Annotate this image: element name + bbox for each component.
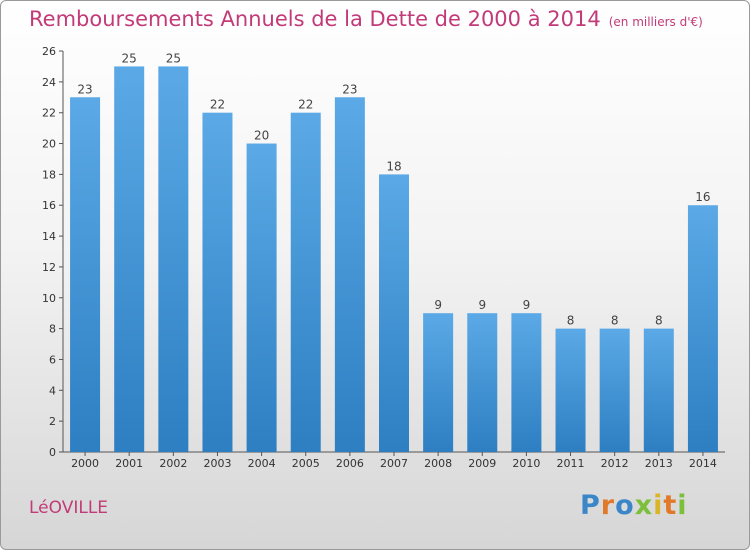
y-tick-label: 6 [49, 353, 56, 366]
bar-value-label: 8 [611, 314, 619, 328]
y-tick-label: 12 [42, 261, 56, 274]
bar-value-label: 22 [298, 98, 313, 112]
bar-2011 [555, 328, 586, 452]
y-tick-label: 0 [49, 446, 56, 459]
bar-value-label: 9 [434, 298, 442, 312]
x-tick-label: 2011 [557, 457, 585, 470]
bar-2000 [70, 97, 101, 453]
bar-value-label: 23 [77, 82, 92, 96]
chart-title-text: Remboursements Annuels de la Dette de 20… [29, 7, 601, 31]
x-tick-label: 2007 [380, 457, 408, 470]
y-tick-label: 14 [42, 230, 56, 243]
y-tick-label: 20 [42, 138, 56, 151]
bar-2013 [643, 328, 674, 452]
bar-2006 [334, 97, 365, 453]
bar-value-label: 8 [567, 314, 575, 328]
x-tick-label: 2009 [468, 457, 496, 470]
x-tick-label: 2002 [159, 457, 187, 470]
x-tick-label: 2013 [645, 457, 673, 470]
bar-2004 [246, 143, 277, 453]
x-tick-label: 2008 [424, 457, 452, 470]
chart-title: Remboursements Annuels de la Dette de 20… [29, 7, 703, 31]
x-tick-label: 2001 [115, 457, 143, 470]
bar-value-label: 18 [386, 159, 401, 173]
y-tick-label: 4 [49, 384, 56, 397]
bar-2005 [290, 112, 321, 452]
bar-value-label: 20 [254, 129, 269, 143]
bar-value-label: 8 [655, 314, 663, 328]
bar-value-label: 22 [210, 98, 225, 112]
x-tick-label: 2003 [203, 457, 231, 470]
bar-2007 [379, 174, 409, 452]
y-tick-label: 26 [42, 45, 56, 58]
bar-2012 [599, 328, 630, 452]
x-tick-label: 2004 [248, 457, 276, 470]
y-tick-label: 16 [42, 199, 56, 212]
bar-2003 [202, 112, 233, 452]
x-tick-label: 2006 [336, 457, 364, 470]
proxiti-logo[interactable]: Proxiti [580, 490, 688, 521]
y-tick-label: 18 [42, 168, 56, 181]
x-tick-label: 2010 [512, 457, 540, 470]
bar-2009 [467, 313, 498, 452]
y-tick-label: 22 [42, 107, 56, 120]
bar-value-label: 25 [122, 51, 137, 65]
bar-2014 [687, 205, 718, 452]
bar-value-label: 9 [523, 298, 531, 312]
bar-2010 [511, 313, 542, 452]
y-tick-label: 2 [49, 415, 56, 428]
bar-2002 [158, 66, 189, 452]
bar-value-label: 23 [342, 82, 357, 96]
y-tick-label: 8 [49, 323, 56, 336]
chart-bars: 23 25 25 22 20 22 23 18 9 9 9 8 8 8 16 [70, 51, 718, 453]
x-tick-label: 2014 [689, 457, 717, 470]
y-tick-label: 10 [42, 292, 56, 305]
x-tick-label: 2000 [71, 457, 99, 470]
x-tick-label: 2005 [292, 457, 320, 470]
bar-value-label: 25 [166, 51, 181, 65]
chart-unit-note: (en milliers d'€) [608, 15, 703, 29]
bar-2008 [423, 313, 454, 452]
bar-value-label: 9 [478, 298, 486, 312]
bar-value-label: 16 [695, 190, 710, 204]
x-tick-label: 2012 [601, 457, 629, 470]
bar-2001 [114, 66, 145, 452]
y-tick-label: 24 [42, 76, 56, 89]
commune-name: LéOVILLE [29, 498, 109, 518]
